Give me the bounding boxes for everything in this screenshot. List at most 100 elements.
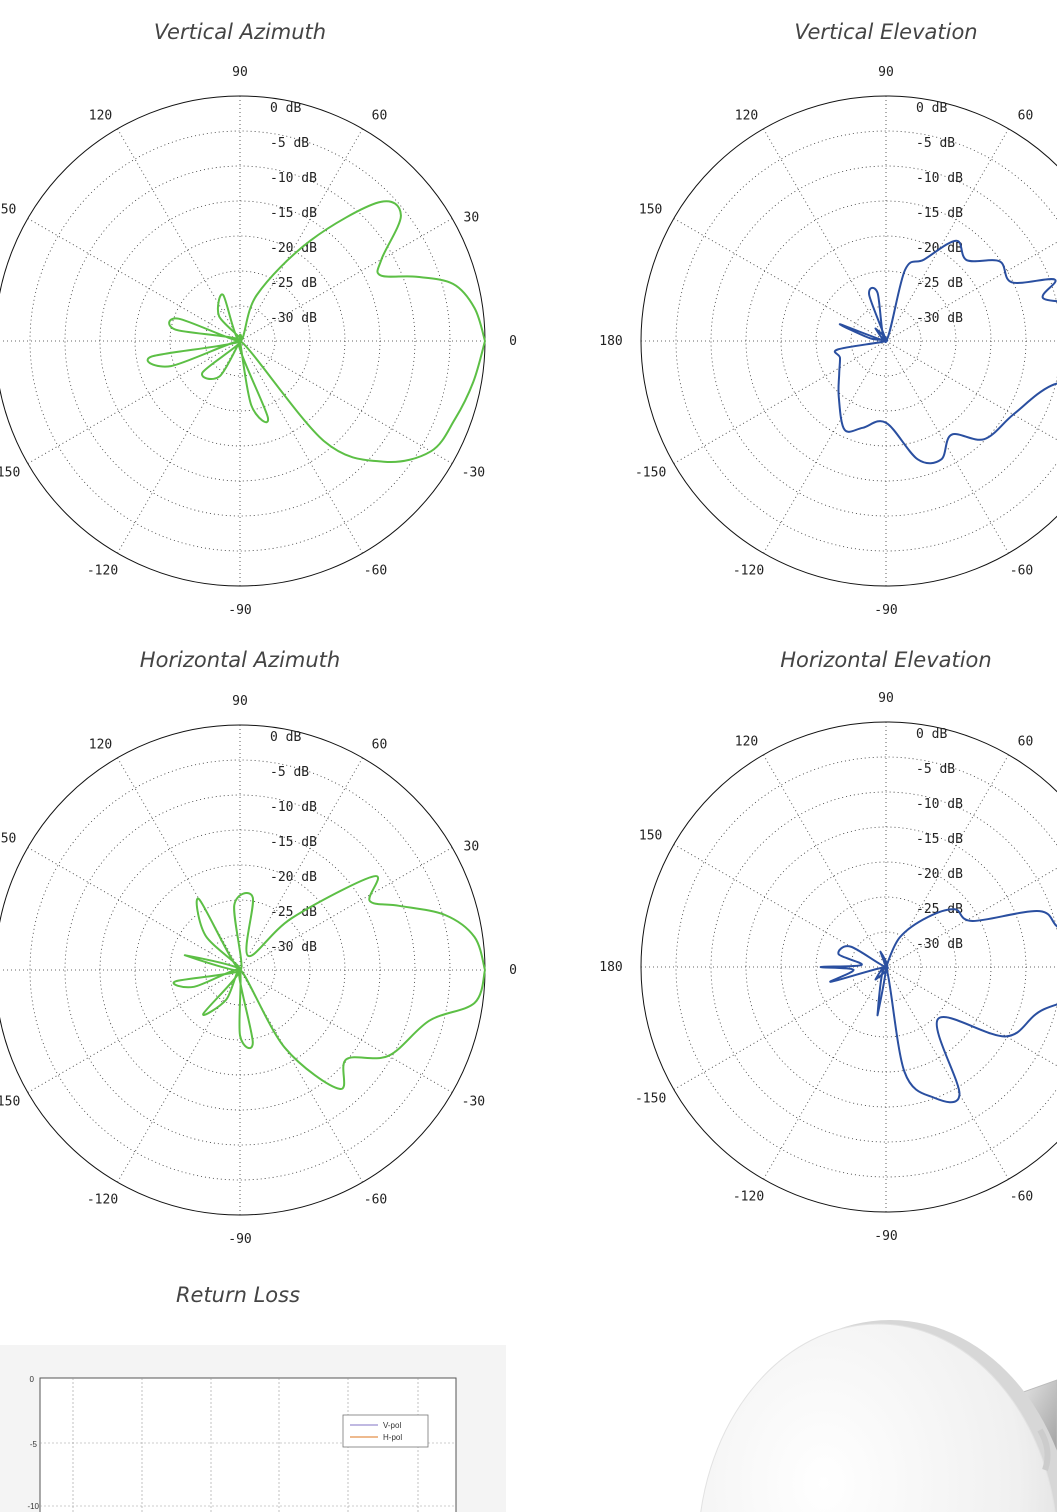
legend-label-hpol: H-pol [383,1433,402,1442]
grid-circle [169,899,311,1041]
angle-label: 120 [735,109,758,124]
grid-spoke [885,340,1009,554]
grid-spoke [763,340,887,554]
angle-label: 60 [1018,735,1034,750]
angle-label: 150 [639,829,662,844]
grid-spoke [117,128,241,342]
radial-label: -15 dB [916,832,963,847]
grid-spoke [239,340,453,464]
angle-label: -60 [1010,1189,1033,1204]
grid-circle [29,130,451,552]
pattern-trace [172,875,486,1090]
angle-label: -150 [0,466,20,481]
grid-circle [815,896,957,1038]
radial-label: -15 dB [270,835,317,850]
pattern-trace [833,239,1057,465]
radial-label: -25 dB [270,276,317,291]
y-tick-minus10: -10 [27,1502,39,1511]
angle-label: -120 [733,1189,764,1204]
angle-label: -30 [462,466,485,481]
radial-label: -5 dB [916,136,955,151]
angle-label: -60 [364,1192,387,1207]
angle-label: 90 [878,65,894,80]
grid-circle [29,759,451,1181]
y-tick-minus5: -5 [30,1440,38,1449]
grid-spoke [27,218,241,342]
grid-spoke [673,218,887,342]
grid-circle [710,791,1057,1143]
radial-label: -30 dB [270,311,317,326]
radial-label: 0 dB [916,727,947,742]
radial-label: -5 dB [270,765,309,780]
return-loss-title: Return Loss [175,1283,301,1307]
horizontal-azimuth-title: Horizontal Azimuth [139,648,341,672]
radial-label: 0 dB [916,101,947,116]
angle-label: -150 [635,1092,666,1107]
grid-spoke [885,128,1009,342]
radial-label: -25 dB [916,276,963,291]
angle-label: -120 [87,1192,118,1207]
radial-label: -25 dB [916,902,963,917]
grid-spoke [885,754,1009,968]
angle-label: 180 [599,334,622,349]
grid-circle [850,931,922,1003]
angle-label: 30 [464,840,480,855]
radial-label: -5 dB [270,136,309,151]
radial-label: -10 dB [916,171,963,186]
horizontal-elevation-title: Horizontal Elevation [780,648,992,672]
grid-circle [710,165,1057,517]
angle-label: -60 [364,563,387,578]
radial-label: 0 dB [270,101,301,116]
grid-spoke [239,128,363,342]
grid-spoke [27,969,241,1093]
radial-label: -5 dB [916,762,955,777]
grid-circle [169,270,311,412]
grid-spoke [885,966,1009,1180]
radial-label: -15 dB [916,206,963,221]
pattern-trace [819,908,1057,1104]
angle-label: 60 [372,109,388,124]
angle-label: 120 [89,738,112,753]
y-tick-0: 0 [30,1375,35,1384]
angle-label: -90 [228,603,251,618]
angle-label: -30 [462,1095,485,1110]
pattern-trace [146,200,486,464]
return-loss-grid [40,1378,456,1512]
angle-label: -90 [874,603,897,618]
radial-label: -10 dB [270,800,317,815]
angle-label: -90 [874,1229,897,1244]
radial-label: -20 dB [916,867,963,882]
grid-circle [204,305,276,377]
vertical-elevation-title: Vertical Elevation [794,20,978,44]
angle-label: 120 [735,735,758,750]
angle-label: 180 [599,960,622,975]
legend-label-vpol: V-pol [383,1421,401,1430]
grid-spoke [239,757,363,971]
angle-label: 60 [372,738,388,753]
grid-spoke [239,969,453,1093]
vertical-azimuth-title: Vertical Azimuth [153,20,327,44]
return-loss-legend: V-pol H-pol [342,1414,429,1448]
angle-label: -120 [733,563,764,578]
radial-label: -30 dB [916,937,963,952]
radial-label: 0 dB [270,730,301,745]
angle-label: 0 [509,963,517,978]
angle-label: 90 [878,691,894,706]
angle-label: -150 [635,466,666,481]
radial-label: -10 dB [916,797,963,812]
grid-spoke [673,966,887,1090]
antenna-product-image [700,1320,1057,1512]
grid-spoke [239,218,453,342]
angle-label: 30 [464,211,480,226]
angle-label: 60 [1018,109,1034,124]
angle-label: -90 [228,1232,251,1247]
polar-grid [640,95,1057,587]
grid-spoke [673,340,887,464]
angle-label: 0 [509,334,517,349]
grid-spoke [239,340,363,554]
grid-spoke [27,847,241,971]
grid-spoke [763,966,887,1180]
